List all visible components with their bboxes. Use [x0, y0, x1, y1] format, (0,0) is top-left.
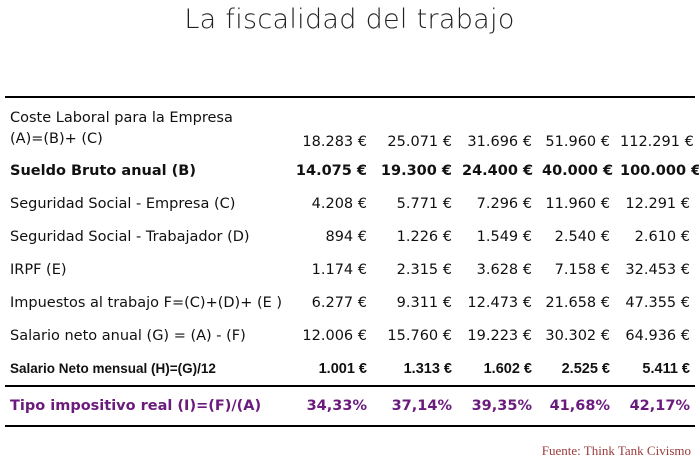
row-label: Seguridad Social - Trabajador (D): [10, 228, 250, 245]
table-cell: 12.006 €: [302, 327, 367, 344]
table-cell: 1.226 €: [396, 228, 452, 245]
table-cell: 12.473 €: [467, 294, 532, 311]
table-cell: 21.658 €: [545, 294, 610, 311]
table-cell: 894 €: [325, 228, 367, 245]
table-cell: 112.291 €: [620, 134, 694, 150]
table-cell: 18.283 €: [302, 134, 367, 150]
row-label-line-2: (A)=(B)+ (C): [10, 131, 103, 147]
table-cell: 5.771 €: [396, 195, 452, 212]
table-cell: 1.549 €: [476, 228, 532, 245]
table-cell: 39,35%: [471, 398, 532, 414]
row-label: Tipo impositivo real (I)=(F)/(A): [10, 398, 262, 414]
table-cell: 5.411 €: [642, 360, 690, 377]
table-cell: 64.936 €: [625, 327, 690, 344]
table-cell: 4.208 €: [311, 195, 367, 212]
table-cell: 32.453 €: [625, 261, 690, 278]
table-row-salario-neto-anual: Salario neto anual (G) = (A) - (F) 12.00…: [5, 319, 695, 352]
table-cell: 100.000 €: [620, 162, 699, 179]
row-label: Seguridad Social - Empresa (C): [10, 195, 236, 212]
table-cell: 40.000 €: [542, 162, 614, 179]
row-label-line-1: Coste Laboral para la Empresa: [10, 110, 233, 126]
table-cell: 7.296 €: [476, 195, 532, 212]
page-title: La fiscalidad del trabajo: [184, 4, 515, 35]
table-row-irpf: IRPF (E) 1.174 € 2.315 € 3.628 € 7.158 €…: [5, 253, 695, 286]
table-cell: 12.291 €: [625, 195, 690, 212]
row-label: Salario neto anual (G) = (A) - (F): [10, 327, 246, 344]
table-cell: 31.696 €: [467, 134, 532, 150]
table-cell: 1.313 €: [403, 360, 452, 377]
table-cell: 15.760 €: [387, 327, 452, 344]
table-cell: 2.610 €: [634, 228, 690, 245]
table-cell: 1.174 €: [311, 261, 367, 278]
table-row-tipo-impositivo: Tipo impositivo real (I)=(F)/(A) 34,33% …: [5, 386, 695, 426]
table-cell: 14.075 €: [295, 162, 367, 179]
table-row-impuestos-trabajo: Impuestos al trabajo F=(C)+(D)+ (E ) 6.2…: [5, 286, 695, 319]
table-cell: 47.355 €: [625, 294, 690, 311]
table-cell: 37,14%: [391, 398, 452, 414]
table-cell: 19.223 €: [467, 327, 532, 344]
row-label: Salario Neto mensual (H)=(G)/12: [10, 361, 216, 376]
table-row-sueldo-bruto: Sueldo Bruto anual (B) 14.075 € 19.300 €…: [5, 154, 699, 187]
table-cell: 1.001 €: [318, 360, 367, 377]
table-row-coste-laboral: Coste Laboral para la Empresa (A)=(B)+ (C…: [5, 97, 695, 154]
table-row-salario-neto-mensual: Salario Neto mensual (H)=(G)/12 1.001 € …: [5, 352, 695, 386]
table-cell: 41,68%: [549, 398, 610, 414]
table-cell: 9.311 €: [396, 294, 452, 311]
table-cell: 3.628 €: [476, 261, 532, 278]
fiscal-table: Coste Laboral para la Empresa (A)=(B)+ (C…: [5, 96, 699, 427]
table-cell: 1.602 €: [483, 360, 532, 377]
table-cell: 30.302 €: [545, 327, 610, 344]
row-label: Impuestos al trabajo F=(C)+(D)+ (E ): [10, 294, 283, 311]
row-label: Coste Laboral para la Empresa (A)=(B)+ (C…: [5, 97, 290, 154]
table-cell: 2.525 €: [561, 360, 610, 377]
table-cell: 2.540 €: [554, 228, 610, 245]
table-cell: 34,33%: [306, 398, 367, 414]
table-row-ss-trabajador: Seguridad Social - Trabajador (D) 894 € …: [5, 220, 695, 253]
source-note: Fuente: Think Tank Civismo: [541, 443, 691, 458]
row-label: IRPF (E): [10, 261, 67, 278]
table-cell: 6.277 €: [311, 294, 367, 311]
table-cell: 42,17%: [629, 398, 690, 414]
table-row-ss-empresa: Seguridad Social - Empresa (C) 4.208 € 5…: [5, 187, 695, 220]
table-cell: 25.071 €: [387, 134, 452, 150]
row-label: Sueldo Bruto anual (B): [10, 162, 196, 179]
table-cell: 7.158 €: [554, 261, 610, 278]
table-cell: 51.960 €: [545, 134, 610, 150]
table-cell: 19.300 €: [380, 162, 452, 179]
table-cell: 11.960 €: [545, 195, 610, 212]
table-cell: 24.400 €: [462, 162, 534, 179]
table-cell: 2.315 €: [396, 261, 452, 278]
